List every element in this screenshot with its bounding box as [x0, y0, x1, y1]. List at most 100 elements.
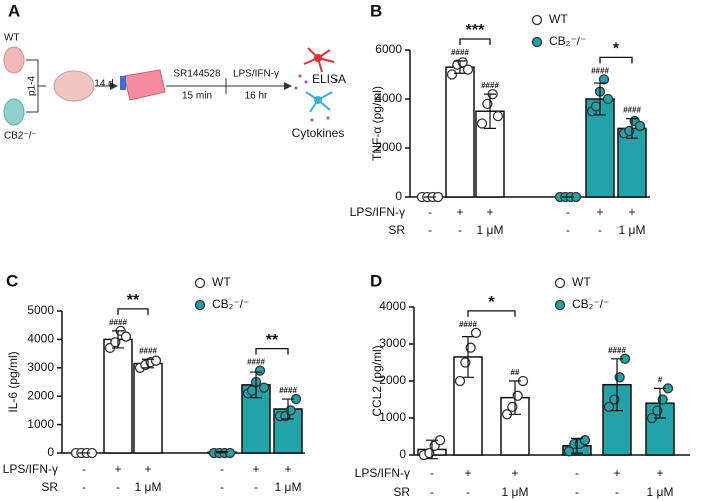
label: 15 min — [182, 91, 212, 102]
row-cell: + — [464, 466, 471, 480]
label: 14 d — [94, 79, 113, 90]
row-cell: - — [430, 466, 434, 480]
row-cell: + — [456, 205, 463, 219]
error-bar — [571, 437, 583, 454]
row-label: SR — [41, 480, 58, 494]
comparison-label: ** — [266, 332, 279, 349]
error-bar — [282, 398, 294, 420]
legend-swatch — [194, 277, 206, 289]
label: ELISA — [312, 72, 346, 86]
legend-label: WT — [549, 12, 568, 26]
y-tick-label: 6000 — [375, 42, 402, 56]
y-tick-label: 0 — [47, 445, 54, 459]
panel-a: A WT CB2⁻/⁻ p1-4 14 d SR144528 15 min LP… — [3, 1, 346, 142]
bracket — [255, 347, 289, 355]
legend-swatch — [531, 14, 543, 26]
data-point — [446, 69, 458, 80]
bar — [133, 362, 163, 454]
row-label: SR — [393, 485, 410, 499]
sig-label: #### — [459, 320, 477, 329]
row-label: LPS/IFN-γ — [350, 205, 405, 219]
row-cell: + — [486, 205, 493, 219]
data-point — [470, 327, 482, 339]
row-cell: - — [575, 466, 579, 480]
flask — [123, 69, 166, 101]
row-cell: - — [615, 485, 619, 499]
row-cell: 1 μM — [275, 480, 302, 494]
row-cell: 1 μM — [135, 480, 162, 494]
panel-letter: D — [370, 271, 382, 290]
legend-label: CB₂⁻/⁻ — [549, 34, 586, 48]
dots — [294, 74, 338, 122]
sig-label: #### — [247, 358, 265, 367]
sig-label: #### — [591, 67, 609, 76]
row-label: LPS/IFN-γ — [3, 462, 58, 476]
sig-label: #### — [279, 386, 297, 395]
y-tick-label: 3000 — [27, 360, 54, 374]
y-axis-label: TNF-α (pg/ml) — [370, 86, 384, 161]
label: 16 hr — [245, 91, 268, 102]
legend-label: WT — [572, 275, 591, 289]
row-cell: - — [575, 485, 579, 499]
legend-swatch — [554, 299, 566, 311]
error-bar — [462, 336, 474, 378]
y-tick-label: 2000 — [27, 388, 54, 402]
error-bar — [611, 358, 623, 412]
bar — [445, 66, 475, 198]
row-label: LPS/IFN-γ — [355, 466, 410, 480]
bar — [103, 338, 133, 454]
data-point — [462, 64, 474, 75]
row-label: SR — [388, 223, 405, 237]
bracket — [599, 56, 633, 64]
data-point — [258, 382, 270, 393]
sig-label: #### — [608, 346, 626, 355]
row-cell: - — [458, 223, 462, 237]
error-bar — [454, 60, 466, 74]
y-tick-label: 2000 — [379, 373, 406, 387]
comparison-label: * — [488, 294, 495, 311]
cell — [303, 47, 335, 73]
bracket — [467, 310, 516, 317]
label: SR144528 — [173, 69, 221, 80]
data-point — [579, 435, 591, 446]
legend-swatch — [531, 36, 543, 48]
legend-swatch — [554, 277, 566, 289]
row-cell: + — [628, 205, 635, 219]
y-tick-label: 1000 — [27, 417, 54, 431]
error-bar — [426, 439, 438, 460]
brain — [53, 70, 95, 102]
row-cell: + — [252, 462, 259, 476]
sig-label: #### — [481, 81, 499, 90]
row-cell: + — [284, 462, 291, 476]
error-bar — [626, 118, 638, 139]
cell-body — [314, 96, 322, 104]
row-cell: - — [428, 205, 432, 219]
data-point — [602, 93, 614, 105]
y-tick-label: 2000 — [375, 140, 402, 154]
legend-label: CB₂⁻/⁻ — [212, 297, 249, 311]
row-cell: - — [466, 485, 470, 499]
label: Cytokines — [292, 126, 345, 140]
panel-letter: B — [370, 1, 382, 20]
data-point — [590, 101, 602, 112]
y-tick-label: 1000 — [379, 410, 406, 424]
row-cell: 1 μM — [647, 485, 674, 499]
ko-pup — [3, 98, 25, 126]
label: CB2⁻/⁻ — [4, 131, 37, 142]
row-cell: + — [613, 466, 620, 480]
sig-label: #### — [109, 318, 127, 327]
row-cell: 1 μM — [502, 485, 529, 499]
y-axis-label: CCL2 (pg/ml) — [370, 345, 384, 416]
cell-body — [314, 54, 322, 62]
data-point — [254, 365, 266, 376]
bar — [617, 127, 647, 198]
y-tick-label: 4000 — [379, 299, 406, 313]
panel-letter: C — [6, 271, 18, 290]
bracket — [117, 308, 149, 315]
comparison-label: * — [613, 41, 620, 58]
row-cell: - — [220, 480, 224, 494]
data-point — [598, 74, 610, 85]
data-point — [476, 118, 488, 129]
row-cell: + — [511, 466, 518, 480]
